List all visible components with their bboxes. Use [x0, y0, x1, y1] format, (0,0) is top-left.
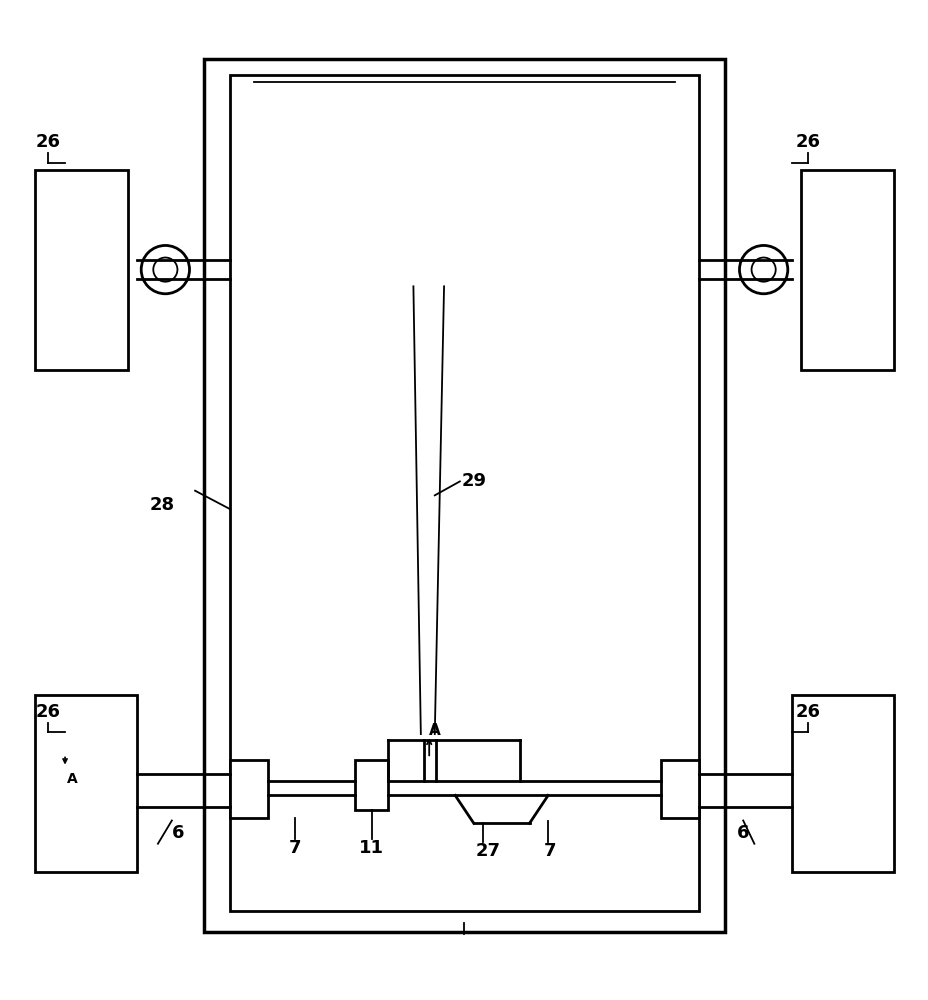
Text: 11: 11 [359, 839, 383, 857]
Text: 26: 26 [36, 133, 60, 151]
Text: 6: 6 [736, 824, 749, 842]
Bar [230, 75, 698, 911]
Text: 7: 7 [543, 842, 556, 860]
Bar [35, 695, 137, 872]
Bar [230, 760, 267, 818]
Bar [791, 695, 893, 872]
Text: A: A [67, 772, 78, 786]
Text: 26: 26 [36, 703, 60, 721]
Text: 29: 29 [461, 472, 485, 490]
Bar [354, 760, 388, 810]
Text: 6: 6 [172, 824, 185, 842]
Text: 28: 28 [149, 496, 175, 514]
Bar [800, 170, 893, 370]
Text: 26: 26 [795, 703, 819, 721]
Text: A: A [429, 723, 440, 738]
Bar [35, 170, 128, 370]
Text: 26: 26 [795, 133, 819, 151]
Bar [204, 59, 724, 932]
Text: 27: 27 [475, 842, 499, 860]
Text: 7: 7 [289, 839, 302, 857]
Bar [661, 760, 698, 818]
